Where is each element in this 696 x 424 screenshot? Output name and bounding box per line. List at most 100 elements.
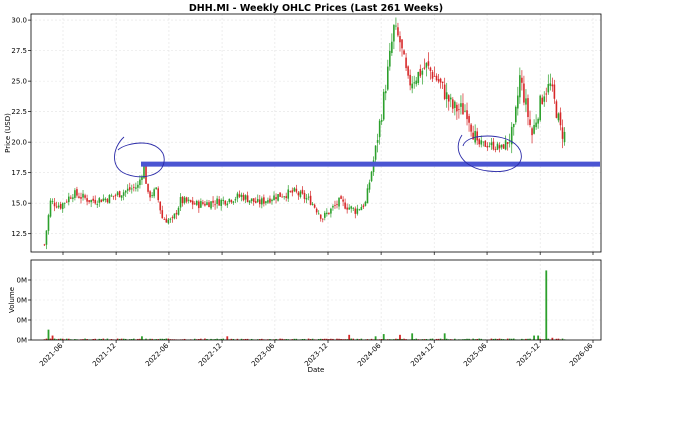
price-tick-label: 12.5 <box>11 230 27 238</box>
candle-body <box>305 198 308 200</box>
volume-bar <box>506 338 509 340</box>
volume-bar <box>512 338 515 340</box>
volume-bar <box>92 339 94 340</box>
candle-body <box>122 192 125 196</box>
candle-body <box>454 101 456 108</box>
volume-bar <box>510 338 513 340</box>
candle-body <box>106 199 109 203</box>
candle-body <box>72 197 74 199</box>
candle-body <box>118 191 121 198</box>
candle-body <box>137 184 139 188</box>
volume-bar <box>57 338 60 340</box>
volume-bar <box>68 338 70 340</box>
volume-bar <box>338 338 340 340</box>
volume-bar <box>415 338 418 340</box>
volume-bar <box>529 338 531 340</box>
candle-body <box>43 244 46 246</box>
candle-body <box>47 215 50 231</box>
volume-bar <box>303 338 306 340</box>
volume-bar <box>159 338 162 340</box>
candle-body <box>362 205 365 208</box>
candle-body <box>240 194 243 197</box>
candle-body <box>281 196 283 198</box>
volume-y-axis-label: Volume <box>8 287 16 313</box>
volume-bar <box>193 338 196 340</box>
x-tick-label: 2023-12 <box>303 342 329 368</box>
candle-body <box>397 27 399 36</box>
volume-bar <box>380 339 383 340</box>
volume-bar <box>246 338 249 340</box>
candlestick-series <box>43 17 566 250</box>
candle-body <box>492 141 495 150</box>
candle-body <box>460 103 462 107</box>
x-tick-label: 2022-12 <box>197 342 223 368</box>
volume-bar <box>204 338 206 340</box>
candle-body <box>181 196 184 204</box>
candle-body <box>415 80 418 85</box>
volume-bar <box>326 338 328 340</box>
candle-body <box>234 199 237 201</box>
candle-body <box>523 83 525 103</box>
candle-body <box>352 207 355 209</box>
volume-bar <box>295 338 298 340</box>
price-tick-label: 25.0 <box>11 78 27 86</box>
candle-body <box>382 91 385 120</box>
candle-body <box>360 207 363 211</box>
volume-bar <box>84 338 86 340</box>
candle-body <box>248 200 251 203</box>
candle-body <box>55 206 58 208</box>
volume-bar <box>309 339 312 340</box>
candle-body <box>405 57 407 69</box>
candle-body <box>315 208 318 213</box>
candle-body <box>533 125 535 134</box>
candle-body <box>246 195 249 203</box>
volume-bar <box>49 338 52 340</box>
volume-bar <box>464 339 466 340</box>
volume-bar <box>472 338 474 340</box>
volume-bar <box>352 338 355 340</box>
volume-bar <box>336 338 338 340</box>
volume-y-ticks: 0M 0M 0M 0M <box>17 277 31 345</box>
candle-body <box>196 200 198 205</box>
candle-body <box>254 201 257 203</box>
x-tick-label: 2024-06 <box>356 341 383 368</box>
candle-body <box>527 98 529 117</box>
candle-body <box>324 212 326 218</box>
volume-bar <box>53 338 56 340</box>
candle-body <box>366 188 369 204</box>
volume-bar <box>94 338 97 340</box>
candle-body <box>413 82 416 84</box>
candle-body <box>447 95 450 102</box>
volume-bar <box>210 338 212 340</box>
candle-body <box>120 195 123 198</box>
candle-body <box>145 165 147 184</box>
candle-body <box>65 201 68 203</box>
candle-body <box>183 197 186 203</box>
candle-body <box>271 199 273 202</box>
candle-body <box>167 219 170 224</box>
candle-body <box>68 196 70 203</box>
candle-body <box>112 195 115 197</box>
candle-body <box>224 200 227 205</box>
candle-body <box>238 194 241 197</box>
candle-body <box>202 202 204 204</box>
candle-body <box>391 41 393 53</box>
candle-body <box>96 204 99 205</box>
volume-bar <box>494 338 497 340</box>
candle-body <box>173 213 176 219</box>
candle-body <box>374 145 377 160</box>
volume-bar <box>244 338 247 340</box>
candle-body <box>51 201 54 202</box>
candle-body <box>204 203 206 206</box>
volume-bar <box>423 339 426 340</box>
volume-bar <box>431 338 434 340</box>
candle-body <box>445 92 448 100</box>
volume-spike-bar <box>533 335 535 340</box>
volume-bar <box>403 338 405 340</box>
candle-body <box>328 212 330 215</box>
candle-body <box>110 195 113 197</box>
volume-bar <box>293 338 296 340</box>
candle-body <box>151 195 153 197</box>
volume-bar <box>285 339 288 340</box>
candle-body <box>557 113 560 121</box>
